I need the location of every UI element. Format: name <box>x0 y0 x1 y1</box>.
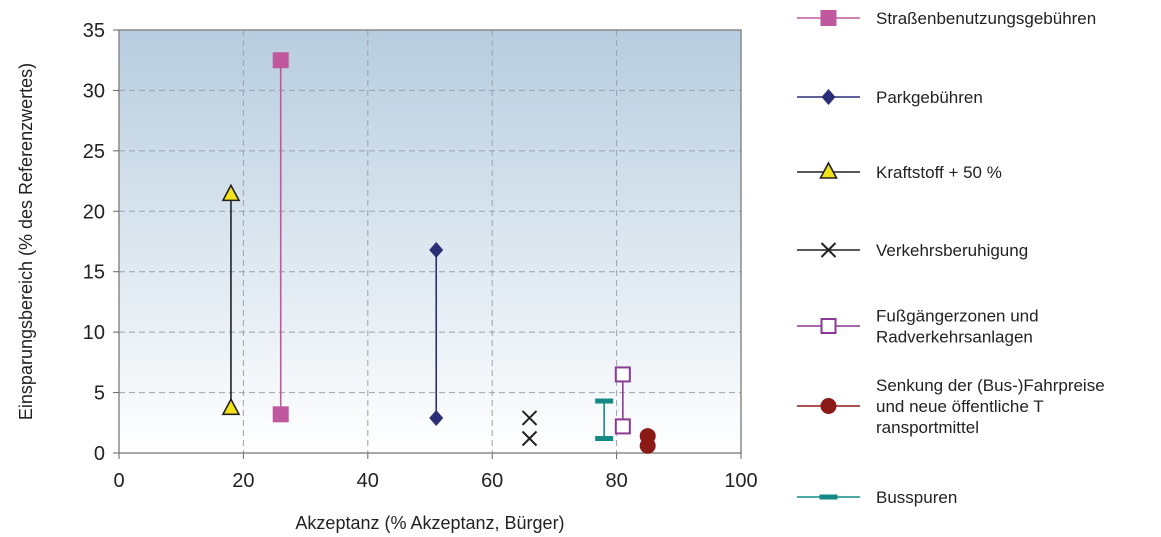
data-point <box>272 52 289 69</box>
y-tick-label: 20 <box>83 201 105 223</box>
data-point <box>521 430 538 447</box>
legend: Straßenbenutzungsgebühren Parkgebühren Kra… <box>797 9 1105 507</box>
data-point <box>272 406 289 423</box>
x-tick-label: 20 <box>232 470 254 492</box>
data-point <box>595 435 614 441</box>
y-tick-label: 10 <box>83 322 105 344</box>
legend-label: Senkung der (Bus-)Fahrpreise <box>876 376 1105 395</box>
y-tick-label: 30 <box>83 80 105 102</box>
legend-label: ransportmittel <box>876 418 979 437</box>
y-tick-label: 25 <box>83 141 105 163</box>
data-point <box>614 366 631 383</box>
legend-marker <box>820 10 837 26</box>
data-point <box>595 398 614 404</box>
data-point <box>221 397 241 416</box>
legend-item-3: Kraftstoff + 50 % <box>797 161 1002 182</box>
data-point <box>614 418 631 435</box>
legend-item-4: Verkehrsberuhigung <box>797 241 1028 260</box>
y-axis-ticks: 0 5 10 15 20 25 30 35 <box>83 20 119 465</box>
series-3 <box>221 183 241 416</box>
series-group <box>221 52 656 454</box>
x-tick-label: 80 <box>605 470 627 492</box>
legend-marker <box>819 494 838 500</box>
legend-marker <box>819 161 838 179</box>
legend-label: Busspuren <box>876 488 957 507</box>
legend-marker <box>820 398 837 414</box>
x-tick-label: 0 <box>113 470 124 492</box>
x-tick-label: 60 <box>481 470 503 492</box>
data-point <box>521 410 538 426</box>
x-axis-ticks: 0 20 40 60 80 100 <box>113 453 758 492</box>
plot-area <box>119 30 741 453</box>
data-point <box>221 183 241 202</box>
legend-label: Verkehrsberuhigung <box>876 241 1028 260</box>
data-point <box>429 409 444 426</box>
y-tick-label: 15 <box>83 262 105 284</box>
legend-item-1: Straßenbenutzungsgebühren <box>797 9 1096 28</box>
legend-marker <box>821 89 836 105</box>
legend-marker <box>820 242 837 258</box>
y-tick-label: 5 <box>94 383 105 405</box>
legend-marker <box>820 318 837 334</box>
plot-frame <box>118 29 742 454</box>
legend-item-6: Senkung der (Bus-)Fahrpreise und neue öff… <box>797 376 1105 437</box>
legend-label: Radverkehrsanlagen <box>876 328 1033 347</box>
data-point <box>429 241 444 258</box>
y-tick-label: 35 <box>83 20 105 42</box>
gridlines <box>119 30 741 453</box>
series-4 <box>521 410 538 447</box>
legend-label: Straßenbenutzungsgebühren <box>876 9 1096 28</box>
x-tick-label: 100 <box>724 470 757 492</box>
legend-label: Fußgängerzonen und <box>876 307 1039 326</box>
data-point <box>639 437 656 454</box>
series-2 <box>429 241 444 426</box>
legend-label: und neue öffentliche T <box>876 397 1044 416</box>
legend-item-5: Fußgängerzonen und Radverkehrsanlagen <box>797 307 1039 347</box>
legend-item-7: Busspuren <box>797 488 957 507</box>
series-7 <box>595 398 614 441</box>
x-axis-label: Akzeptanz (% Akzeptanz, Bürger) <box>295 513 564 533</box>
x-tick-label: 40 <box>357 470 379 492</box>
series-6 <box>639 428 656 454</box>
legend-label: Kraftstoff + 50 % <box>876 163 1002 182</box>
legend-label: Parkgebühren <box>876 88 983 107</box>
series-5 <box>614 366 631 435</box>
y-axis-label: Einsparungsbereich (% des Referenzwertes… <box>16 63 36 420</box>
legend-item-2: Parkgebühren <box>797 88 983 107</box>
series-1 <box>272 52 289 423</box>
y-tick-label: 0 <box>94 443 105 465</box>
